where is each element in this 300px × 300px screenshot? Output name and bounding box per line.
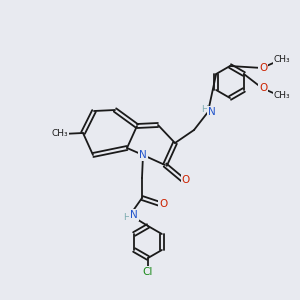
Text: Cl: Cl — [143, 267, 153, 277]
Text: O: O — [159, 199, 167, 209]
Text: O: O — [259, 83, 267, 93]
Text: CH₃: CH₃ — [274, 92, 290, 100]
Text: N: N — [130, 210, 138, 220]
Text: O: O — [182, 175, 190, 185]
Text: H: H — [124, 212, 130, 221]
Text: CH₃: CH₃ — [274, 56, 290, 64]
Text: CH₃: CH₃ — [52, 130, 68, 139]
Text: N: N — [208, 107, 216, 117]
Text: H: H — [202, 106, 208, 115]
Text: O: O — [259, 63, 267, 73]
Text: N: N — [139, 150, 147, 160]
